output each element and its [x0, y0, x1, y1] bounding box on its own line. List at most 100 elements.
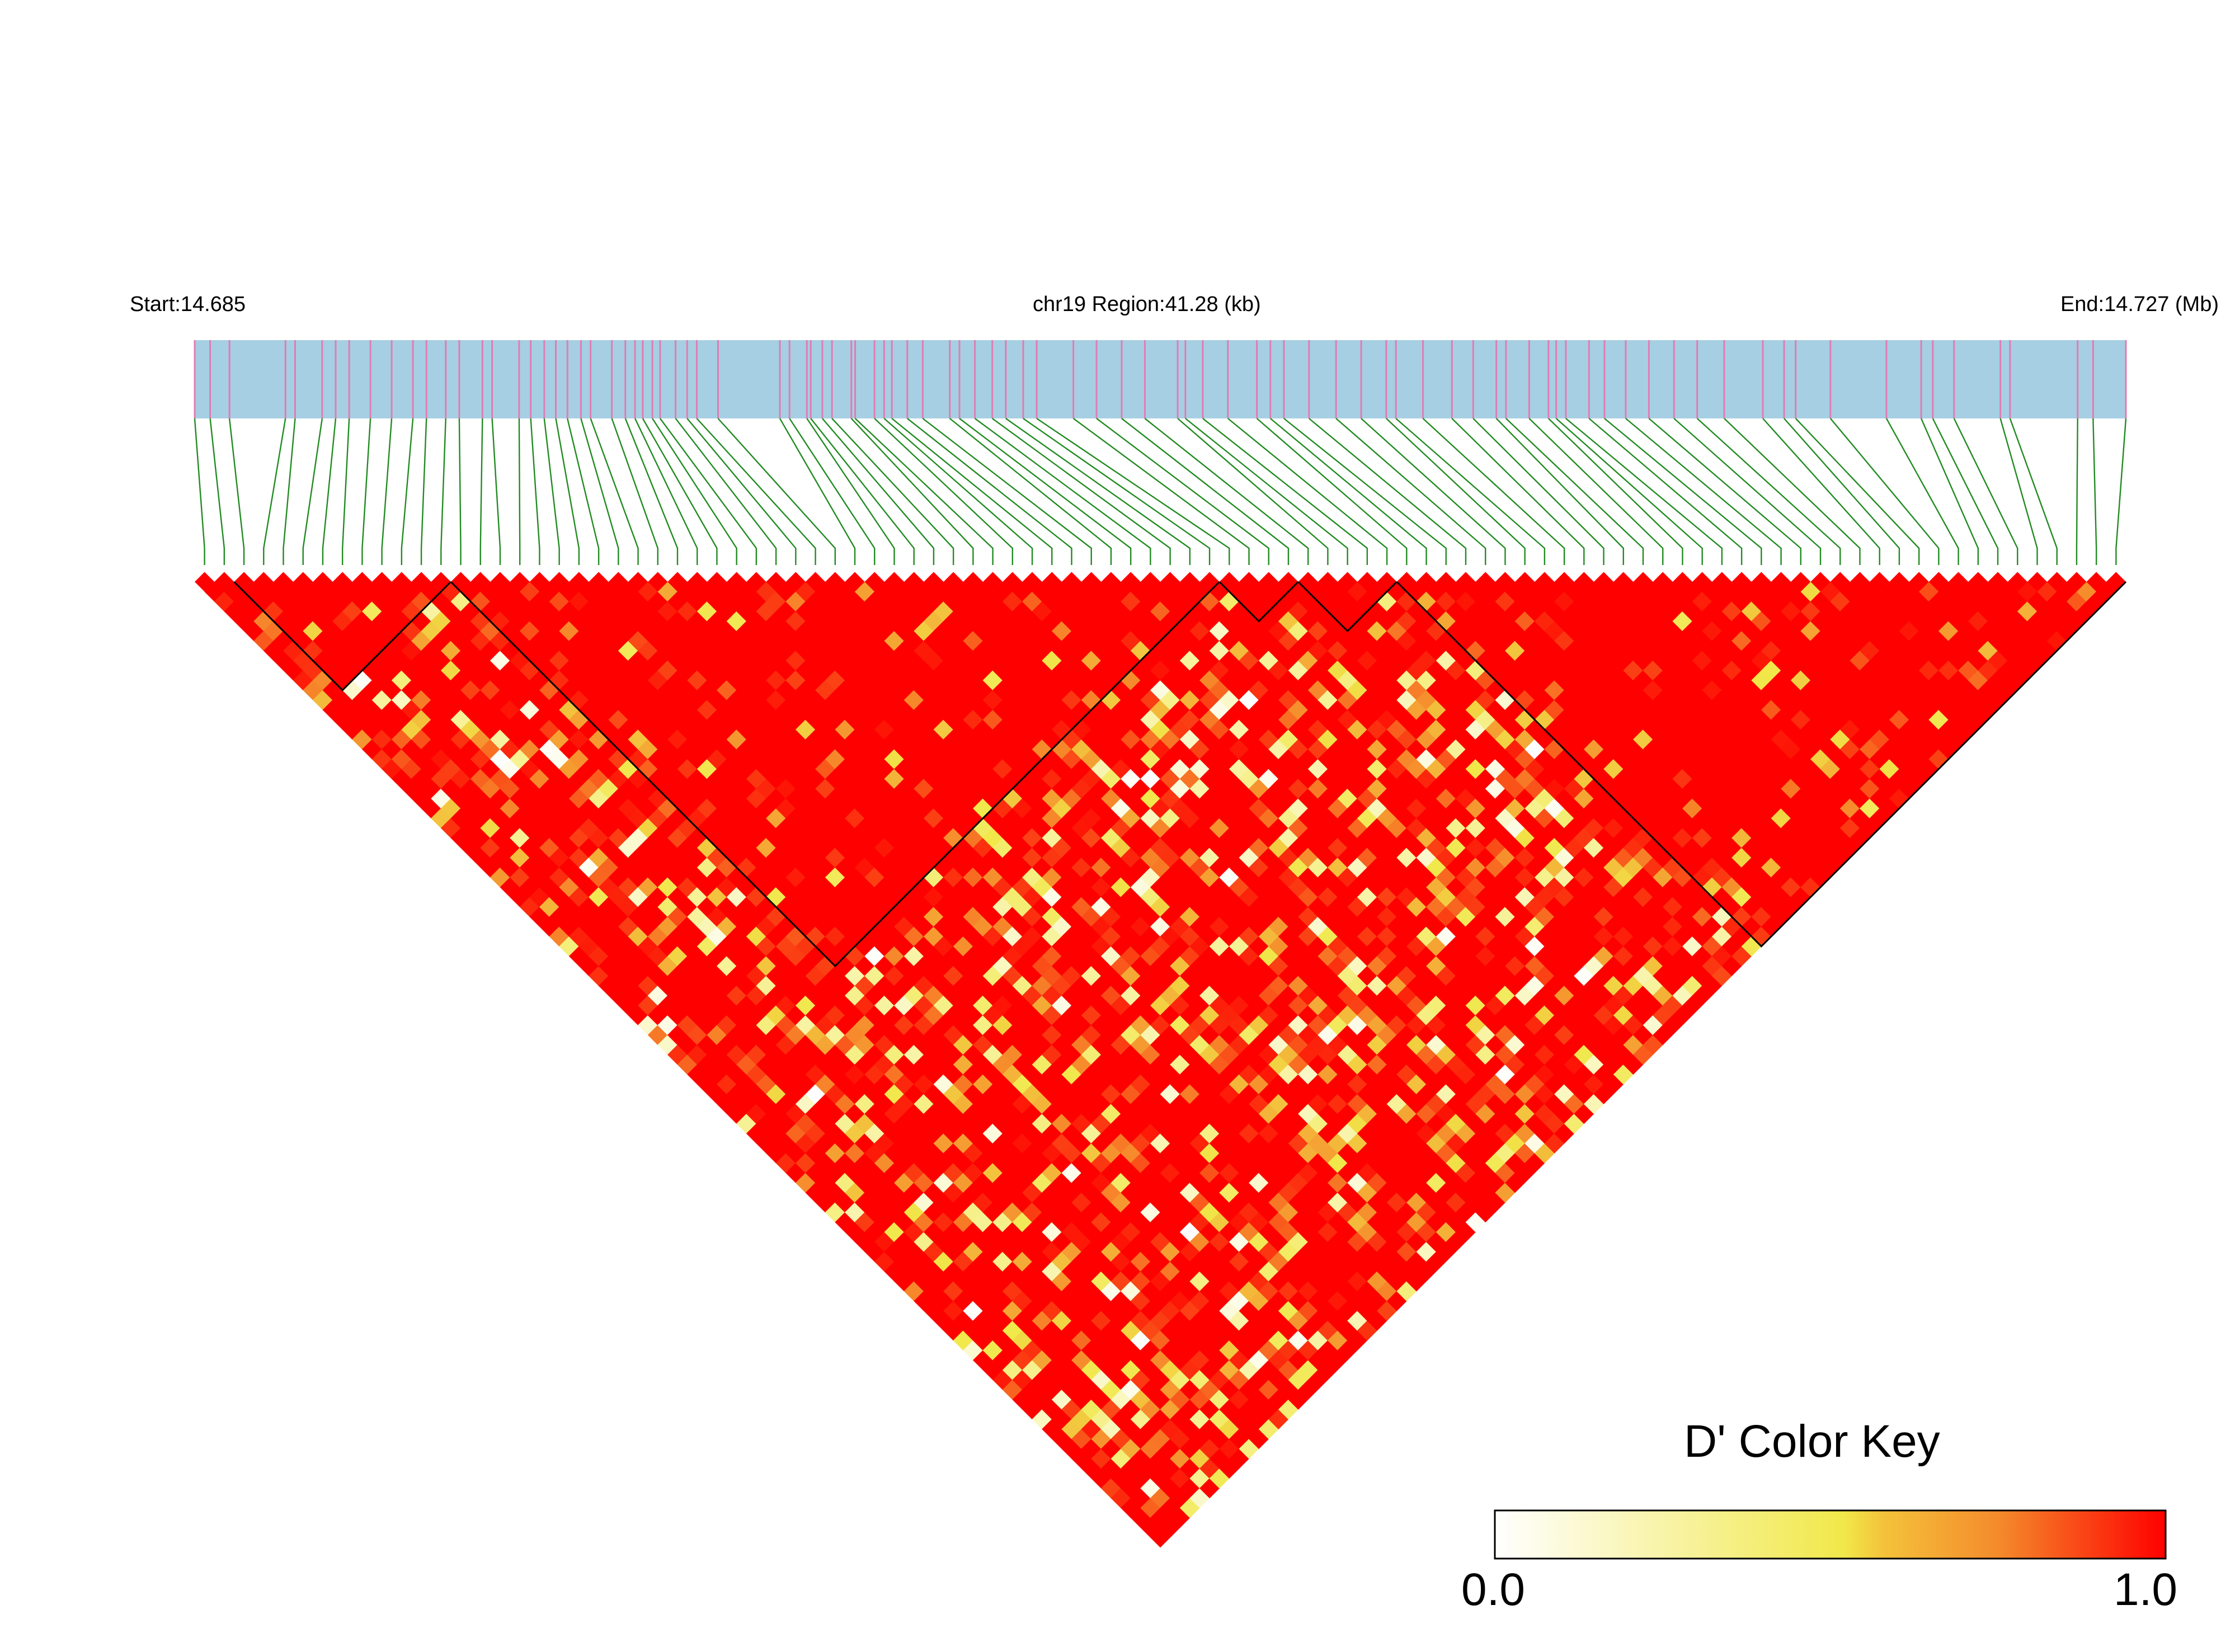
snp-connector — [491, 418, 501, 565]
snp-connector — [1724, 418, 1861, 565]
snp-connector — [440, 418, 446, 565]
snp-connector — [1096, 418, 1269, 565]
snp-connector — [302, 418, 323, 565]
snp-connector — [341, 418, 350, 565]
snp-connector — [2092, 418, 2097, 565]
snp-connector — [2009, 418, 2058, 565]
snp-connector — [2115, 418, 2127, 565]
snp-connector — [634, 418, 698, 565]
snp-connector — [479, 418, 483, 565]
snp-connector — [675, 418, 777, 565]
snp-connector — [1005, 418, 1191, 565]
snp-connector — [891, 418, 1053, 565]
snp-connector — [1762, 418, 1880, 565]
snp-connector — [1696, 418, 1841, 565]
snp-connector — [874, 418, 1014, 565]
snp-connector — [991, 418, 1171, 565]
snp-connector — [1422, 418, 1565, 565]
snp-connector — [1555, 418, 1703, 565]
snp-connector — [1932, 418, 1999, 565]
snp-connector — [974, 418, 1151, 565]
snp-connector — [1177, 418, 1329, 565]
snp-connector — [1072, 418, 1250, 565]
snp-connector — [1023, 418, 1211, 565]
snp-connector — [1451, 418, 1585, 565]
snp-connector — [831, 418, 954, 565]
snp-connector — [1256, 418, 1408, 565]
region-size-label: chr19 Region:41.28 (kb) — [1033, 293, 1261, 316]
snp-connector — [1885, 418, 1959, 565]
snp-connector — [555, 418, 580, 565]
snp-connector — [1472, 418, 1605, 565]
snp-connector — [717, 418, 836, 565]
snp-connector — [1269, 418, 1427, 565]
snp-connector — [1625, 418, 1782, 565]
snp-connector — [810, 418, 915, 565]
snp-connector — [1528, 418, 1664, 565]
snp-connector — [1395, 418, 1546, 565]
snp-track-bar — [195, 340, 2126, 418]
snp-connector — [659, 418, 757, 565]
ld-triangle — [195, 572, 2126, 1548]
snp-connector — [959, 418, 1132, 565]
snp-connector — [779, 418, 856, 565]
region-end-label: End:14.727 (Mb) — [2060, 293, 2219, 316]
snp-connector — [1283, 418, 1447, 565]
snp-connector — [401, 418, 414, 565]
snp-connector — [1604, 418, 1762, 565]
snp-connector — [1953, 418, 2018, 565]
snp-connector — [209, 418, 225, 565]
snp-connector — [1227, 418, 1388, 565]
snp-connector — [1335, 418, 1486, 565]
snp-connector — [821, 418, 935, 565]
snp-connector — [1309, 418, 1467, 565]
snp-connector — [1202, 418, 1368, 565]
snp-connector — [458, 418, 462, 565]
region-start-label: Start:14.685 — [130, 293, 246, 316]
snp-connector — [381, 418, 393, 565]
snp-connector — [789, 418, 876, 565]
snp-connector — [543, 418, 560, 565]
snp-connector — [1495, 418, 1624, 565]
snp-connector — [590, 418, 639, 565]
snp-connector — [686, 418, 797, 565]
snp-connector — [806, 418, 895, 565]
snp-connector — [1505, 418, 1644, 565]
snp-connector — [1999, 418, 2038, 565]
snp-connector — [696, 418, 816, 565]
snp-connector — [1673, 418, 1822, 565]
snp-connector — [1784, 418, 1900, 565]
snp-connector — [883, 418, 1033, 565]
snp-connector — [642, 418, 718, 565]
snp-connector — [1565, 418, 1723, 565]
snp-connector — [1648, 418, 1801, 565]
snp-connector — [2076, 418, 2078, 565]
snp-connector — [1386, 418, 1526, 565]
snp-connector — [611, 418, 658, 565]
snp-connector — [1036, 418, 1230, 565]
snp-connector — [850, 418, 974, 565]
snp-connector — [652, 418, 737, 565]
snp-connector — [624, 418, 679, 565]
snp-connector — [1829, 418, 1940, 565]
snp-connector — [361, 418, 371, 565]
snp-position-track — [194, 340, 2127, 418]
snp-connector — [1920, 418, 1979, 565]
snp-connector — [854, 418, 994, 565]
snp-connector — [1361, 418, 1506, 565]
snp-connector — [1795, 418, 1920, 565]
snp-connector — [283, 418, 296, 565]
snp-connector — [1588, 418, 1743, 565]
snp-connector — [567, 418, 600, 565]
snp-connector — [228, 418, 245, 565]
snp-connector — [518, 418, 521, 565]
snp-connector — [1185, 418, 1348, 565]
snp-connector — [922, 418, 1092, 565]
snp-connector — [580, 418, 619, 565]
snp-connector — [907, 418, 1072, 565]
snp-connector-lines — [194, 418, 2127, 565]
snp-connector — [1121, 418, 1290, 565]
snp-connector — [263, 418, 286, 565]
